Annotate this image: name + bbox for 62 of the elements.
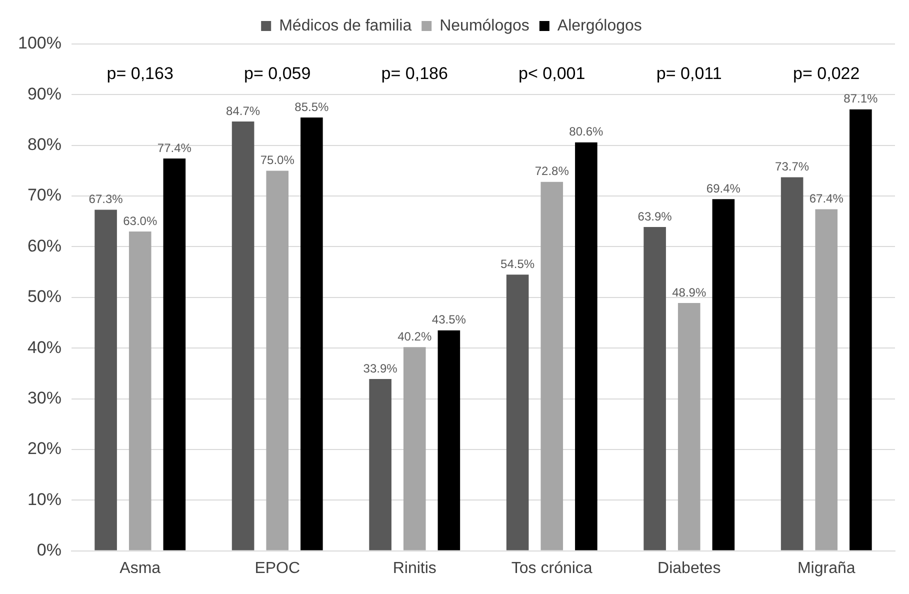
bar	[403, 347, 426, 550]
bar	[644, 226, 666, 550]
annotation: p= 0,163	[106, 64, 174, 84]
data-label: 48.9%	[672, 285, 706, 300]
annotation: p< 0,001	[518, 64, 586, 84]
data-label: 84.7%	[226, 104, 260, 118]
data-label: 54.5%	[500, 256, 535, 271]
data-label: 67.4%	[809, 192, 844, 206]
annotation: p= 0,059	[244, 64, 311, 84]
x-tick-label: Asma	[120, 560, 161, 577]
data-label: 75.0%	[260, 153, 295, 168]
x-tick-label: Tos crónica	[511, 560, 592, 577]
bar	[815, 209, 838, 550]
x-tick-label: Rinitis	[392, 560, 436, 577]
y-tick-label: 90%	[27, 84, 62, 104]
data-label: 43.5%	[432, 312, 466, 327]
annotation: p= 0,186	[381, 64, 448, 84]
bar	[266, 170, 289, 550]
data-label: 87.1%	[844, 92, 878, 106]
bar	[506, 274, 529, 550]
y-tick-label: 10%	[27, 490, 62, 509]
legend-label: Neumólogos	[440, 17, 530, 34]
bar	[678, 302, 700, 550]
data-label: 80.6%	[569, 124, 604, 139]
data-label: 40.2%	[398, 329, 432, 344]
data-label: 63.9%	[638, 209, 672, 224]
bar	[94, 210, 117, 550]
annotation: p= 0,011	[656, 64, 722, 84]
bar	[369, 378, 392, 550]
bar	[712, 199, 735, 550]
y-tick-label: 60%	[27, 236, 62, 256]
legend-label: Alergólogos	[557, 17, 642, 34]
data-label: 73.7%	[775, 160, 810, 174]
x-tick-label: Migraña	[797, 560, 856, 577]
data-label: 69.4%	[706, 181, 741, 196]
y-tick-label: 20%	[27, 439, 62, 458]
bar	[128, 232, 152, 550]
legend-label: Médicos de familia	[279, 17, 412, 34]
data-label: 85.5%	[294, 100, 330, 114]
y-tick-label: 100%	[18, 34, 62, 53]
y-tick-label: 50%	[27, 287, 62, 306]
y-tick-label: 0%	[36, 540, 62, 560]
bar	[300, 117, 323, 550]
x-tick-label: EPOC	[254, 560, 300, 577]
bar	[438, 330, 460, 550]
data-label: 63.0%	[123, 214, 158, 228]
data-label: 33.9%	[363, 361, 398, 376]
y-tick-label: 80%	[27, 135, 62, 154]
bar	[540, 182, 564, 550]
data-label: 67.3%	[88, 192, 124, 206]
data-label: 72.8%	[534, 164, 570, 178]
bar	[575, 142, 598, 550]
x-tick-label: Diabetes	[658, 560, 721, 577]
y-tick-label: 30%	[27, 388, 62, 408]
bar	[780, 177, 804, 550]
y-tick-label: 40%	[27, 338, 62, 357]
y-tick-label: 70%	[27, 186, 62, 205]
data-label: 77.4%	[157, 140, 192, 155]
annotation: p= 0,022	[793, 64, 860, 84]
bar	[163, 158, 186, 550]
bar	[232, 122, 254, 550]
bar	[850, 109, 872, 550]
